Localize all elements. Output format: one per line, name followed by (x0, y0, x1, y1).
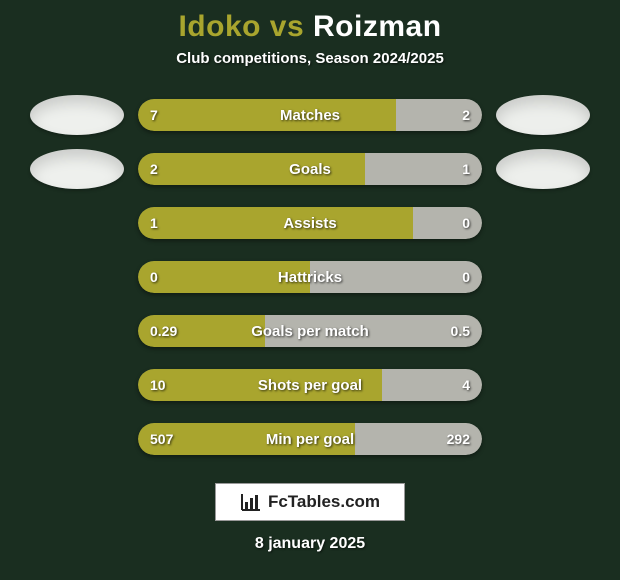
stat-row: 21Goals (30, 149, 590, 189)
comparison-bar: 10Assists (138, 207, 482, 239)
value-a: 7 (150, 99, 158, 131)
stat-row: 507292Min per goal (30, 419, 590, 459)
comparison-bar: 104Shots per goal (138, 369, 482, 401)
value-a: 0.29 (150, 315, 177, 347)
bar-segment-a (138, 207, 413, 239)
value-b: 4 (462, 369, 470, 401)
player-a-avatar-placeholder (30, 149, 124, 189)
value-a: 0 (150, 261, 158, 293)
stat-row: 00Hattricks (30, 257, 590, 297)
chart-icon (240, 492, 262, 512)
player-a-avatar-placeholder (30, 95, 124, 135)
placeholder-spacer (496, 419, 590, 459)
bar-segment-a (138, 369, 382, 401)
stat-row: 10Assists (30, 203, 590, 243)
player-b-avatar-placeholder (496, 95, 590, 135)
value-b: 0.5 (451, 315, 470, 347)
placeholder-spacer (30, 203, 124, 243)
value-b: 1 (462, 153, 470, 185)
placeholder-spacer (496, 203, 590, 243)
bar-segment-a (138, 99, 396, 131)
placeholder-spacer (496, 311, 590, 351)
value-a: 2 (150, 153, 158, 185)
value-b: 0 (462, 207, 470, 239)
placeholder-spacer (30, 365, 124, 405)
bar-segment-a (138, 261, 310, 293)
stat-row: 0.290.5Goals per match (30, 311, 590, 351)
placeholder-spacer (496, 257, 590, 297)
vs-label: vs (270, 10, 304, 43)
comparison-bar: 507292Min per goal (138, 423, 482, 455)
logo-box: FcTables.com (215, 483, 405, 521)
player-a-name: Idoko (178, 10, 261, 43)
comparison-bar: 0.290.5Goals per match (138, 315, 482, 347)
value-b: 0 (462, 261, 470, 293)
comparison-bar: 21Goals (138, 153, 482, 185)
placeholder-spacer (496, 365, 590, 405)
value-a: 1 (150, 207, 158, 239)
logo-text: FcTables.com (268, 492, 380, 512)
bar-segment-b (265, 315, 482, 347)
placeholder-spacer (30, 419, 124, 459)
value-b: 2 (462, 99, 470, 131)
placeholder-spacer (30, 257, 124, 297)
subtitle: Club competitions, Season 2024/2025 (0, 50, 620, 67)
comparison-rows: 72Matches21Goals10Assists00Hattricks0.29… (0, 95, 620, 459)
stat-row: 72Matches (30, 95, 590, 135)
placeholder-spacer (30, 311, 124, 351)
value-b: 292 (447, 423, 470, 455)
value-a: 507 (150, 423, 173, 455)
bar-segment-b (413, 207, 482, 239)
comparison-bar: 72Matches (138, 99, 482, 131)
value-a: 10 (150, 369, 166, 401)
bar-segment-b (310, 261, 482, 293)
date-label: 8 january 2025 (0, 535, 620, 553)
page-title: Idoko vs Roizman (0, 0, 620, 44)
stat-row: 104Shots per goal (30, 365, 590, 405)
bar-segment-a (138, 153, 365, 185)
comparison-bar: 00Hattricks (138, 261, 482, 293)
player-b-name: Roizman (313, 10, 442, 43)
player-b-avatar-placeholder (496, 149, 590, 189)
